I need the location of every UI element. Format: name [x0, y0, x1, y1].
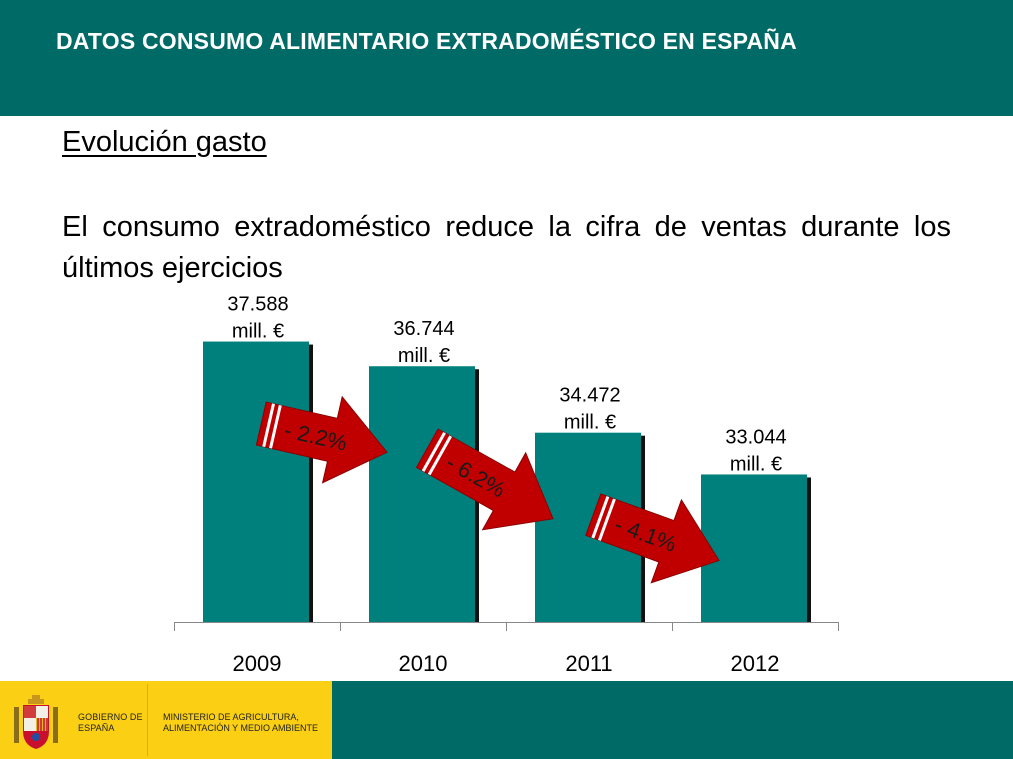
ministry-label: MINISTERIO DE AGRICULTURA, ALIMENTACIÓN …: [163, 712, 319, 733]
x-tick-label: 2011: [565, 651, 612, 676]
trend-arrow-stripe: [427, 435, 453, 476]
government-label: GOBIERNO DE ESPAÑA: [78, 712, 143, 733]
trend-arrow-stripe: [262, 403, 275, 448]
header-bar: DATOS CONSUMO ALIMENTARIO EXTRADOMÉSTICO…: [0, 0, 1013, 116]
trend-arrow-body: [585, 493, 720, 584]
bar-2010: [369, 366, 475, 622]
bar-unit-label: mill. €: [730, 453, 782, 475]
trend-arrow-stripe: [269, 404, 282, 449]
footer-teal-band: [332, 681, 1013, 759]
lead-text: El consumo extradoméstico reduce la cifr…: [62, 211, 951, 284]
bar-unit-label: mill. €: [398, 345, 450, 367]
bar-value-label: 36.744: [393, 318, 454, 340]
trend-arrow-stripe: [421, 431, 446, 472]
bar-unit-label: mill. €: [564, 412, 616, 434]
trend-arrow: - 2.2%: [255, 395, 388, 484]
bar-value-label: 33.044: [725, 426, 786, 448]
bar-unit-label: mill. €: [232, 321, 284, 343]
bar-2009: [203, 341, 309, 622]
page-title: DATOS CONSUMO ALIMENTARIO EXTRADOMÉSTICO…: [56, 28, 797, 54]
trend-arrow: - 4.1%: [585, 493, 720, 584]
trend-arrow-stripe: [597, 498, 616, 541]
coat-of-arms-icon: [14, 695, 58, 749]
x-tick-label: 2009: [233, 651, 282, 676]
x-tick-label: 2012: [731, 651, 780, 676]
x-tick-label: 2010: [399, 651, 448, 676]
bar-2012: [701, 474, 807, 622]
trend-arrow-stripe: [591, 496, 610, 539]
section-title: Evolución gasto: [62, 126, 267, 158]
bar-value-label: 34.472: [559, 385, 620, 407]
trend-arrow-body: [255, 395, 388, 484]
footer-divider: [147, 684, 148, 756]
bar-value-label: 37.588: [227, 294, 288, 316]
